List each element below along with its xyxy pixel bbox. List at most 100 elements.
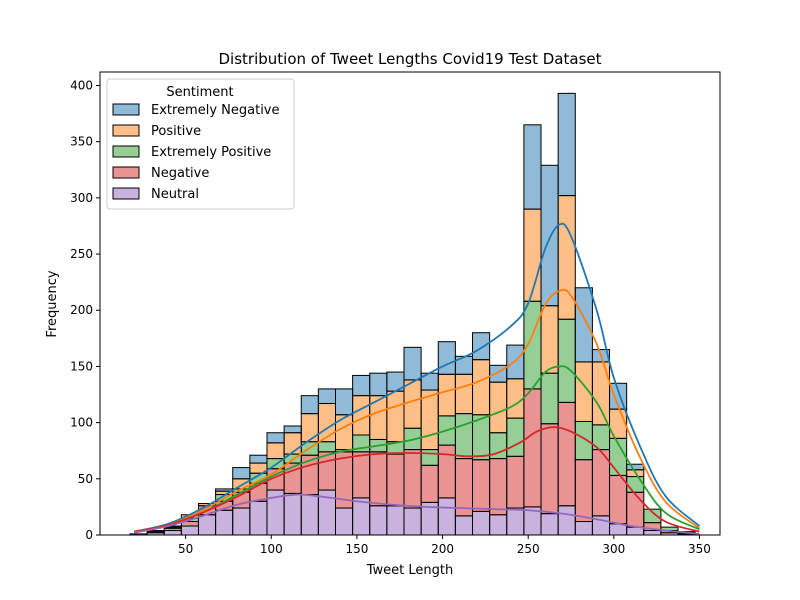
bar-negative [523,388,542,508]
bar-positive [523,208,542,302]
x-tick-label: 200 [431,542,454,556]
bar-positive [437,373,456,417]
bar-extremely-positive [574,420,593,461]
bar-neutral [540,513,559,536]
bar-positive [386,390,405,443]
y-tick-label: 0 [85,528,93,542]
x-tick-label: 150 [345,542,368,556]
bar-neutral [506,507,525,536]
y-tick-label: 300 [70,191,93,205]
legend-box [106,78,295,210]
bar-extremely-negative [403,346,422,381]
bar-negative [540,423,559,515]
bar-positive [283,432,302,455]
y-tick-label: 350 [70,135,93,149]
bar-extremely-negative [540,164,559,307]
bar-negative [420,464,439,503]
bar-neutral [437,497,456,536]
bar-positive [352,395,371,436]
bar-extremely-negative [369,372,388,397]
bar-neutral [283,492,302,536]
bar-extremely-positive [540,372,559,425]
bar-negative [386,453,405,507]
bar-positive [540,305,559,374]
y-tick-label: 50 [78,472,93,486]
bar-positive [472,359,491,416]
x-axis-label: Tweet Length [366,563,454,578]
bar-neutral [180,525,199,536]
x-tick-label: 350 [688,542,711,556]
bar-neutral [386,505,405,536]
bar-negative [369,451,388,507]
legend-swatch-neutral [112,187,140,200]
bar-positive [334,414,354,451]
bar-extremely-negative [283,425,302,434]
bar-neutral [232,507,251,536]
bar-extremely-positive [420,449,439,466]
x-tick-label: 50 [178,542,193,556]
bar-extremely-negative [352,374,371,397]
bar-negative [506,455,525,509]
bar-negative [557,401,576,507]
bar-positive [300,413,319,443]
kde-extremely-positive [134,365,700,533]
bar-neutral [197,514,217,536]
bar-negative [403,449,422,509]
bar-negative [352,451,371,499]
legend-swatch-extremely-positive [112,145,140,158]
legend: Sentiment Extremely NegativePositiveExtr… [106,78,295,210]
bar-extremely-negative [266,432,285,444]
bar-extremely-positive [317,441,336,453]
bar-positive [506,378,525,419]
bar-neutral [557,505,576,536]
bar-extremely-positive [643,508,662,524]
plot-area [99,71,721,536]
kde-positive [134,288,701,533]
bar-positive [420,389,439,451]
legend-swatch-extremely-negative [112,103,140,116]
bar-neutral [352,497,371,536]
x-tick-label: 250 [517,542,540,556]
y-tick-label: 250 [70,247,93,261]
legend-label-negative: Negative [151,166,209,181]
bar-extremely-negative [300,395,319,415]
bar-extremely-negative [334,388,354,416]
bar-extremely-negative [215,488,234,492]
bar-neutral [454,515,474,536]
bar-extremely-negative [523,124,542,210]
axes-frame [99,71,721,536]
bar-neutral [643,530,662,536]
bar-negative [489,458,508,516]
legend-items: Extremely Negative Positive Extremely Posi… [112,103,280,202]
bar-neutral [215,509,234,536]
bar-positive [266,442,285,460]
bar-neutral [249,500,268,536]
bar-negative [626,491,645,528]
y-axis-label: Frequency [45,270,60,337]
bar-negative [609,474,628,525]
kde-curves [134,222,701,535]
bar-extremely-negative [317,388,336,405]
x-axis: 50 100 150 200 250 300 350 [178,535,711,556]
bar-extremely-negative [626,463,645,471]
bar-negative [574,459,593,523]
bar-extremely-negative [232,467,251,480]
bar-neutral [300,494,319,536]
bar-negative [437,444,456,499]
bar-neutral [334,507,354,536]
bar-negative [472,459,491,512]
legend-swatch-positive [112,124,140,137]
kde-negative [134,426,700,533]
bar-extremely-positive [506,417,525,457]
y-tick-label: 100 [70,416,93,430]
kde-extremely-negative [134,222,701,533]
legend-label-extremely-negative: Extremely Negative [151,103,280,118]
bar-extremely-negative [574,287,593,363]
legend-title: Sentiment [166,85,233,100]
bar-extremely-positive [523,300,542,390]
bar-extremely-positive [626,476,645,493]
y-tick-label: 400 [70,78,93,92]
x-tick-label: 100 [260,542,283,556]
x-tick-label: 300 [602,542,625,556]
bar-extremely-negative [472,332,491,361]
